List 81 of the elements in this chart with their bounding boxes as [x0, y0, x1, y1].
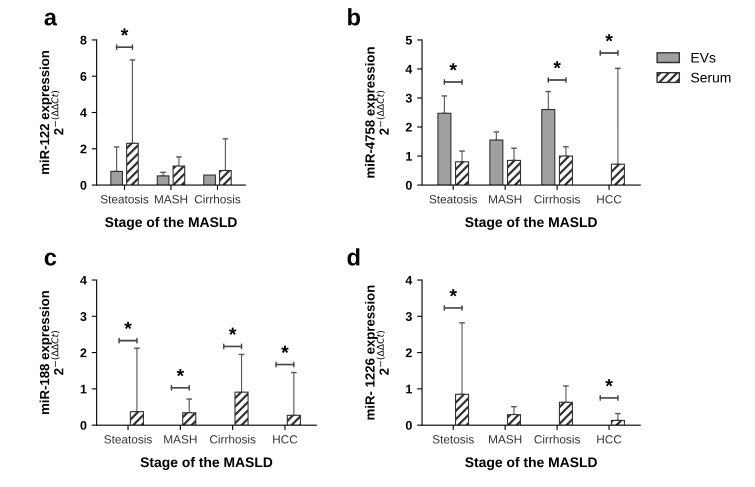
- x-tick-label: Stetosis: [432, 434, 474, 444]
- x-tick-label: MASH: [489, 435, 522, 444]
- y-axis-title: miR- 1226 expression 2$^{−(ΔΔCt)}$: [364, 286, 389, 420]
- bar: [506, 414, 522, 426]
- legend-label: EVs: [692, 52, 716, 63]
- annotation: *: [449, 63, 457, 70]
- bar: [558, 155, 573, 186]
- x-axis-title: Stage of the MASLD: [465, 456, 597, 470]
- x-tick-label: HCC: [597, 195, 622, 204]
- x-tick-label: Cirrhosis: [534, 194, 580, 204]
- legend-label: Serum: [691, 72, 730, 83]
- y-tick-label: 4: [406, 276, 412, 285]
- x-tick-label: MASH: [489, 195, 522, 204]
- bar: [130, 411, 144, 426]
- y-axis-title: miR-122 expression 2$^{−(ΔΔCt)}$: [40, 50, 64, 174]
- annotation: *: [228, 328, 236, 335]
- bar: [437, 112, 452, 186]
- bar: [506, 160, 522, 186]
- y-tick-label: 1: [406, 152, 412, 161]
- y-axis-title: miR-188 expression 2$^{−(ΔΔCt)}$: [40, 291, 64, 414]
- bar: [126, 142, 139, 186]
- y-tick-label: 3: [406, 94, 412, 103]
- y-tick-label: 3: [406, 312, 412, 321]
- bar: [156, 175, 170, 186]
- x-axis-title: Stage of the MASLD: [140, 456, 272, 470]
- bar: [455, 161, 470, 186]
- y-tick-label: 5: [406, 36, 412, 45]
- bar: [234, 392, 249, 426]
- x-axis-title: Stage of the MASLD: [105, 216, 237, 230]
- bar: [286, 414, 301, 426]
- annotation: *: [176, 368, 184, 376]
- chart-title: d: [348, 248, 360, 266]
- annotation: *: [124, 322, 132, 330]
- x-tick-label: Steatosis: [429, 194, 478, 204]
- y-tick-label: 2: [80, 348, 86, 358]
- y-axis-title: miR-4758 expression 2$^{−(ΔΔCt)}$: [364, 47, 389, 178]
- y-tick-label: 2: [406, 348, 412, 358]
- x-tick-label: MASH: [164, 435, 196, 444]
- y-tick-label: 4: [80, 108, 87, 118]
- y-tick-label: 8: [80, 36, 87, 45]
- annotation: *: [605, 379, 613, 386]
- annotation: *: [605, 34, 613, 42]
- y-tick-label: 4: [80, 276, 87, 285]
- x-tick-label: Cirrhosis: [210, 434, 256, 444]
- bar: [182, 412, 196, 426]
- bar: [203, 174, 216, 186]
- x-tick-label: HCC: [597, 435, 622, 444]
- x-axis-title: Stage of the MASLD: [465, 216, 597, 230]
- annotation: *: [449, 289, 457, 296]
- y-tick-label: 0: [80, 420, 86, 430]
- bar: [219, 170, 232, 186]
- bar: [489, 140, 504, 186]
- bar: [541, 109, 556, 186]
- y-tick-label: 4: [406, 64, 412, 74]
- chart-title: b: [348, 8, 360, 26]
- text: *: [120, 28, 128, 36]
- y-tick-label: 0: [80, 180, 86, 190]
- x-tick-label: Steatosis: [100, 194, 148, 204]
- x-tick-label: Cirrhosis: [194, 194, 240, 204]
- x-tick-label: MASH: [154, 195, 188, 204]
- y-tick-label: 6: [80, 72, 86, 81]
- bar: [610, 164, 625, 186]
- x-tick-label: Steatosis: [104, 434, 152, 444]
- y-tick-label: 2: [80, 144, 86, 154]
- annotation: *: [281, 346, 289, 353]
- y-tick-label: 3: [80, 312, 86, 321]
- y-tick-label: 0: [406, 180, 412, 190]
- y-tick-label: 1: [406, 384, 412, 394]
- annotation: *: [553, 61, 561, 68]
- y-tick-label: 2: [406, 122, 412, 132]
- bar: [455, 394, 470, 426]
- y-tick-label: 1: [80, 384, 87, 394]
- chart-title: a: [44, 12, 58, 26]
- bar: [558, 402, 573, 426]
- x-tick-label: HCC: [273, 435, 298, 444]
- chart-title: c: [44, 252, 56, 266]
- bar: [610, 420, 625, 426]
- y-tick-label: 0: [406, 420, 412, 430]
- bar: [110, 170, 123, 186]
- bar: [172, 165, 186, 186]
- x-tick-label: Cirrhosis: [534, 434, 580, 444]
